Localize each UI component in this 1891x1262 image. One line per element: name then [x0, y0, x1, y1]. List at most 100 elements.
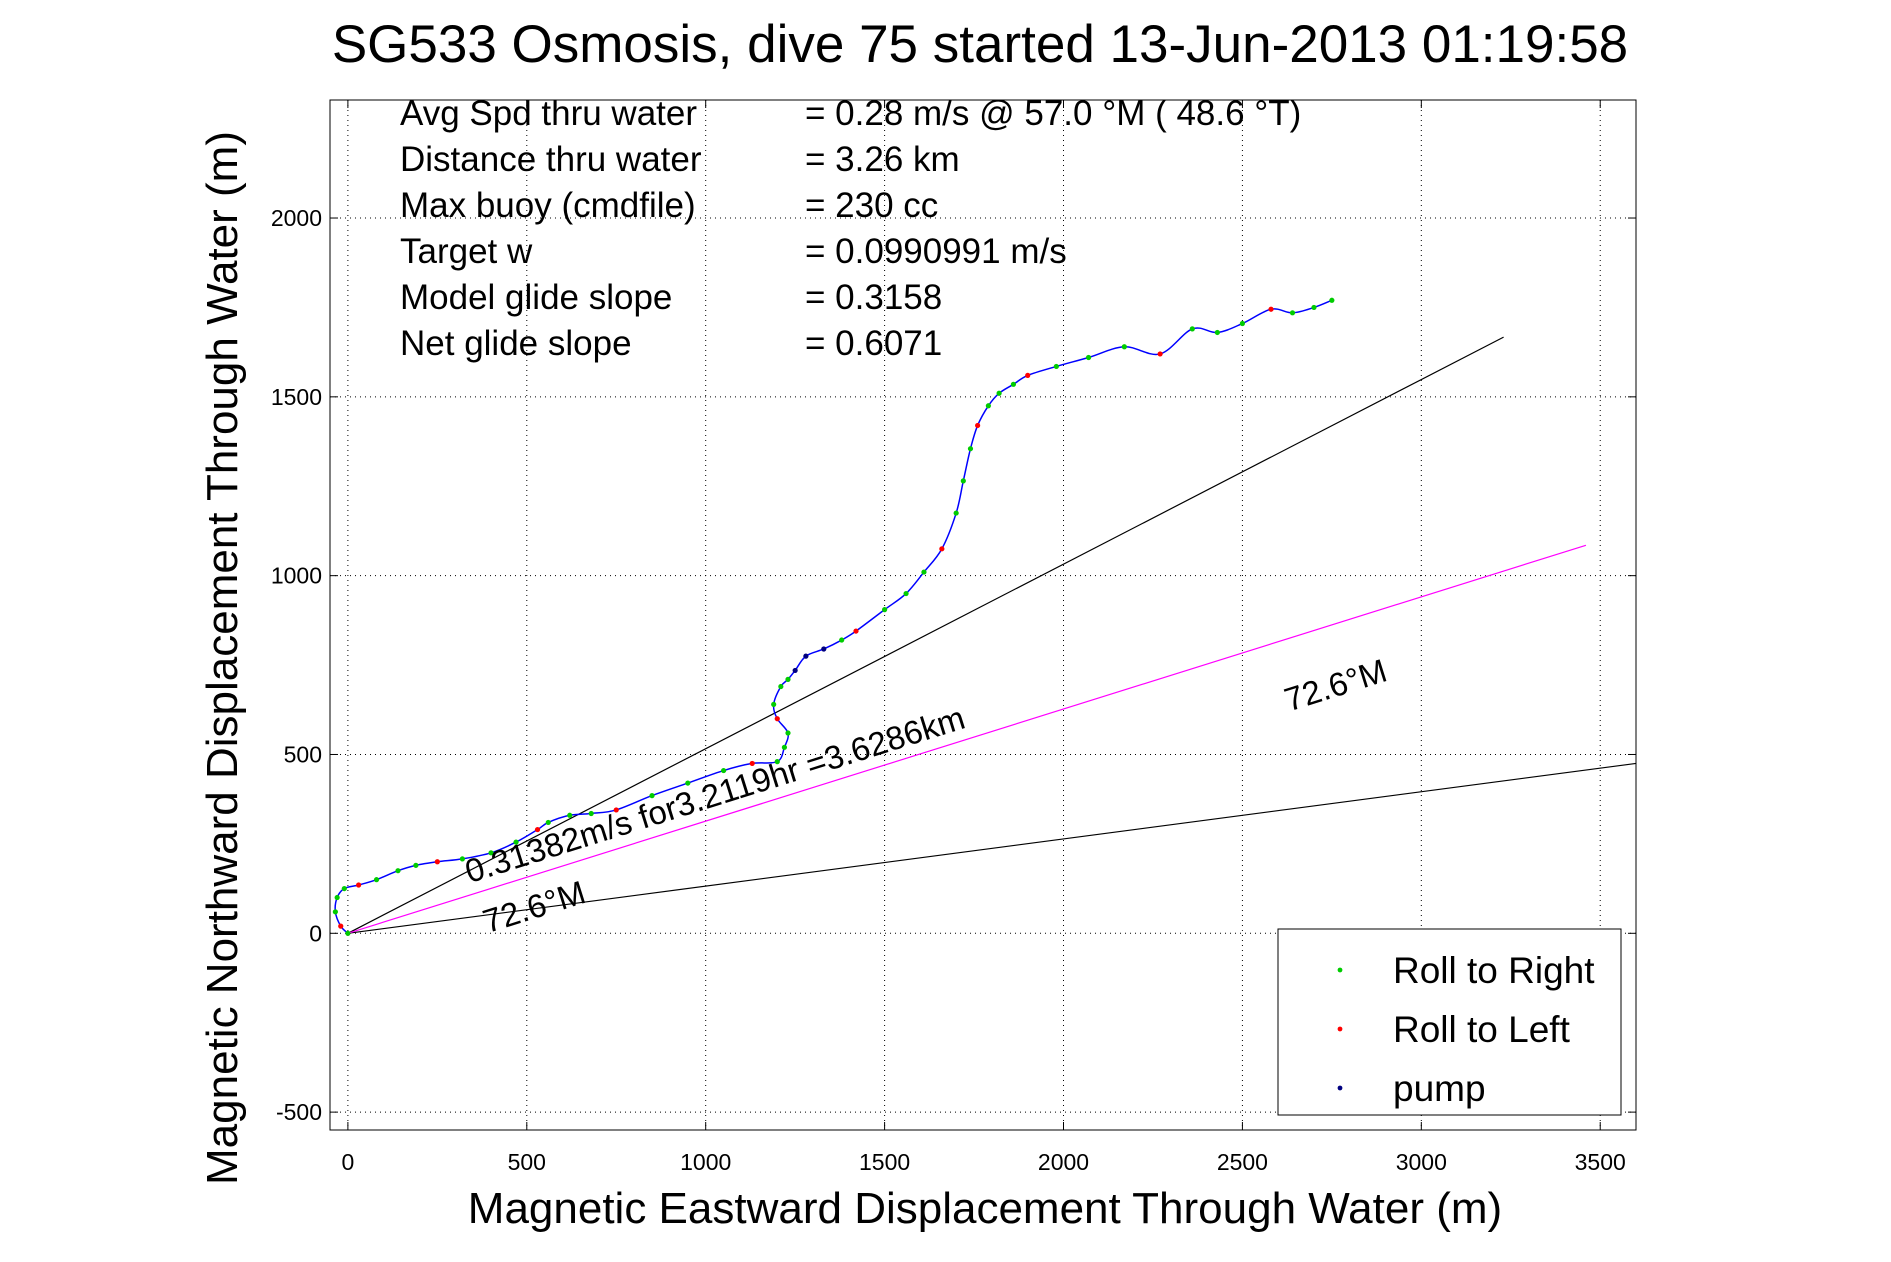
legend-marker — [1337, 1026, 1343, 1032]
info-value: = 3.26 km — [805, 140, 960, 179]
track-point — [413, 862, 419, 868]
track-point — [967, 446, 974, 452]
track-point — [960, 478, 966, 484]
track-point — [1053, 363, 1059, 370]
y-tick-label: -500 — [276, 1099, 322, 1125]
track-point — [395, 868, 401, 874]
info-value: = 230 cc — [805, 186, 938, 225]
x-axis-label: Magnetic Eastward Displacement Through W… — [468, 1184, 1502, 1233]
track-point — [588, 810, 594, 817]
info-value: = 0.28 m/s @ 57.0 °M ( 48.6 °T) — [805, 94, 1301, 133]
track-point — [771, 701, 777, 708]
track-point — [1189, 326, 1195, 332]
legend: Roll to Right Roll to Left pump — [1277, 928, 1622, 1116]
track-point — [774, 759, 780, 765]
track-point — [459, 856, 465, 862]
plot-frame — [329, 99, 1637, 1131]
info-label: Model glide slope — [400, 278, 672, 317]
y-tick-label: 2000 — [271, 205, 322, 231]
track-point — [792, 667, 798, 674]
track-point — [939, 546, 945, 552]
track-point — [356, 882, 362, 888]
track-point — [1239, 320, 1246, 327]
info-value: = 0.3158 — [805, 278, 942, 317]
track-point — [749, 760, 755, 767]
x-tick-label: 2500 — [1217, 1149, 1268, 1175]
track-point — [781, 744, 788, 750]
track-markers — [332, 297, 1335, 936]
y-tick-label: 1500 — [271, 384, 322, 410]
legend-marker — [1337, 1085, 1343, 1091]
grid-lines — [330, 100, 1636, 1130]
y-axis-label: Magnetic Northward Displacement Through … — [198, 131, 247, 1185]
track-point — [1085, 354, 1092, 361]
info-value: = 0.0990991 m/s — [805, 232, 1067, 271]
x-tick-label: 500 — [508, 1149, 546, 1175]
track-point — [434, 859, 440, 865]
track-point — [1157, 351, 1163, 357]
info-label: Net glide slope — [400, 324, 632, 363]
track-point — [839, 637, 845, 643]
track-point — [1311, 304, 1317, 311]
track-point — [1025, 372, 1031, 378]
info-label: Target w — [400, 232, 533, 271]
track-point — [1010, 381, 1017, 387]
legend-marker — [1337, 967, 1343, 973]
track-point — [545, 819, 551, 826]
axis-ticks: 0 500 1000 1500 2000 2500 3000 3500 -500 0 500 1000… — [271, 100, 1636, 1175]
track-point — [685, 780, 691, 786]
track-point — [488, 850, 494, 856]
track-point — [774, 716, 780, 722]
info-label: Distance thru water — [400, 140, 702, 179]
track-point — [953, 510, 959, 516]
track-point — [513, 839, 519, 845]
track-point — [821, 646, 827, 652]
track-point — [1121, 344, 1127, 350]
y-tick-label: 1000 — [271, 563, 322, 589]
track-point — [785, 676, 791, 682]
track-point — [996, 390, 1002, 396]
track-point — [853, 628, 859, 634]
track-point — [338, 923, 344, 929]
track-point — [803, 653, 809, 659]
reference-line — [347, 544, 1587, 934]
track-point — [373, 877, 380, 883]
track-point — [613, 807, 619, 813]
x-tick-label: 3000 — [1396, 1149, 1447, 1175]
track-point — [985, 403, 991, 409]
x-tick-label: 3500 — [1575, 1149, 1626, 1175]
x-tick-label: 1000 — [680, 1149, 731, 1175]
track-point — [921, 569, 927, 575]
info-label: Max buoy (cmdfile) — [400, 186, 696, 225]
reference-line — [347, 762, 1637, 934]
x-tick-label: 0 — [341, 1149, 354, 1175]
legend-label: pump — [1393, 1068, 1486, 1109]
reference-lines — [347, 336, 1637, 934]
track-point — [903, 590, 909, 597]
track-point — [720, 767, 727, 774]
track-point — [334, 894, 340, 901]
track-point — [1268, 306, 1274, 312]
track-point — [332, 909, 338, 915]
y-tick-label: 500 — [284, 741, 322, 767]
legend-label: Roll to Right — [1393, 950, 1595, 991]
track-point — [1289, 310, 1296, 316]
track-point — [341, 885, 347, 892]
info-label: Avg Spd thru water — [400, 94, 697, 133]
x-tick-label: 2000 — [1038, 1149, 1089, 1175]
legend-box — [1277, 928, 1622, 1116]
track-point — [534, 826, 541, 833]
legend-label: Roll to Left — [1393, 1009, 1571, 1050]
chart-title: SG533 Osmosis, dive 75 started 13-Jun-20… — [332, 15, 1628, 74]
x-tick-label: 1500 — [859, 1149, 910, 1175]
track-point — [882, 607, 888, 613]
track-point — [1214, 329, 1220, 336]
info-value: = 0.6071 — [805, 324, 942, 363]
track-point — [649, 793, 655, 799]
track-point — [345, 930, 351, 936]
y-tick-label: 0 — [309, 920, 322, 946]
track-point — [785, 730, 791, 736]
track-point — [975, 422, 981, 429]
track-point — [778, 683, 784, 690]
